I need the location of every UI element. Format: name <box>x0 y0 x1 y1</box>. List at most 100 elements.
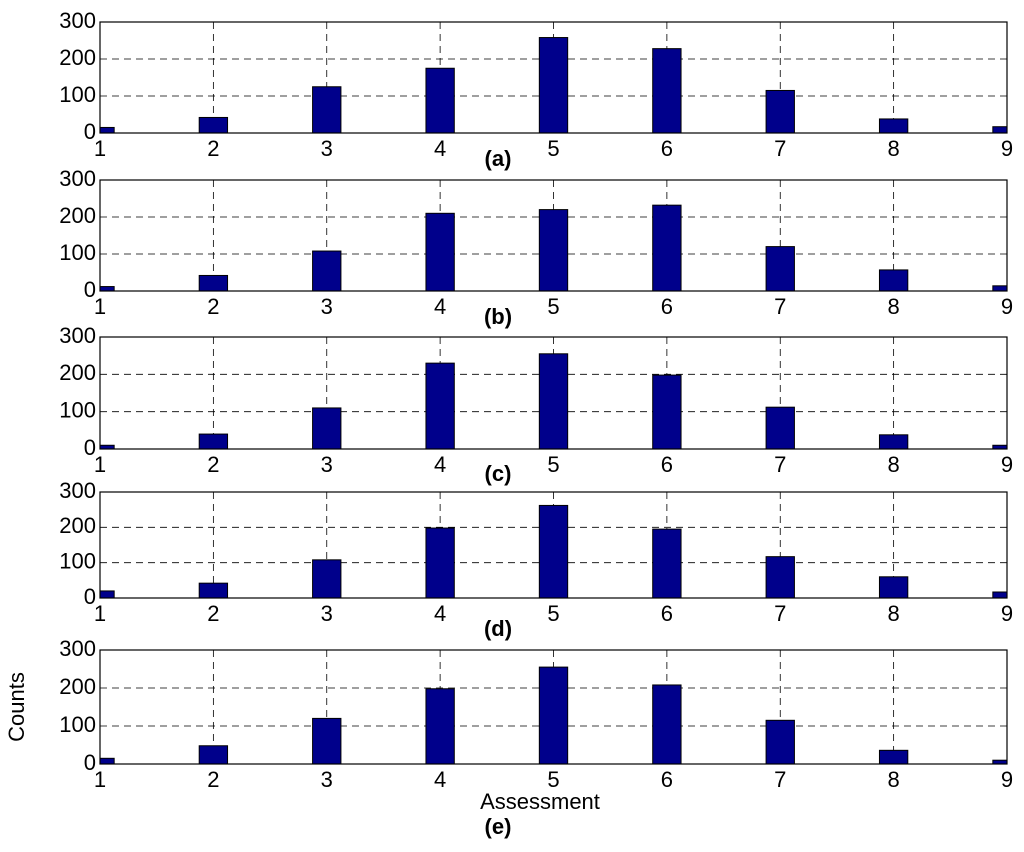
panel-label: (d) <box>484 616 512 641</box>
x-tick-label: 7 <box>774 601 786 626</box>
y-tick-label: 0 <box>84 584 96 609</box>
bar <box>652 48 682 133</box>
bar <box>765 556 795 598</box>
bar <box>312 559 342 598</box>
bar <box>878 576 909 598</box>
y-tick-label: 100 <box>59 397 96 422</box>
bar <box>538 666 569 764</box>
bar <box>100 757 115 764</box>
bar <box>538 209 569 291</box>
bar <box>312 407 342 449</box>
bar <box>765 719 795 764</box>
x-tick-label: 2 <box>207 452 219 477</box>
x-tick-label: 2 <box>207 136 219 161</box>
bar <box>878 118 909 133</box>
y-tick-label: 0 <box>84 435 96 460</box>
bar <box>425 527 455 598</box>
y-tick-label: 300 <box>59 166 96 191</box>
bar <box>198 274 229 291</box>
x-tick-label: 5 <box>547 294 559 319</box>
axes-box <box>99 21 1008 134</box>
x-tick-label: 2 <box>207 767 219 792</box>
axes-box <box>99 179 1008 292</box>
y-tick-label: 200 <box>59 203 96 228</box>
y-tick-label: 100 <box>59 240 96 265</box>
x-tick-label: 4 <box>434 294 446 319</box>
x-tick-label: 6 <box>661 294 673 319</box>
x-tick-label: 5 <box>547 136 559 161</box>
y-tick-label: 200 <box>59 674 96 699</box>
bar <box>312 250 342 291</box>
x-tick-label: 6 <box>661 136 673 161</box>
x-tick-label: 4 <box>434 136 446 161</box>
x-tick-label: 3 <box>321 452 333 477</box>
bar <box>538 353 569 449</box>
x-tick-label: 8 <box>888 136 900 161</box>
bar <box>652 684 682 764</box>
x-tick-label: 8 <box>888 767 900 792</box>
x-tick-label: 5 <box>547 452 559 477</box>
x-tick-label: 5 <box>547 767 559 792</box>
x-tick-label: 3 <box>321 767 333 792</box>
bar <box>878 269 909 291</box>
x-tick-label: 3 <box>321 294 333 319</box>
x-tick-label: 8 <box>888 294 900 319</box>
bars <box>100 353 1007 449</box>
y-tick-label: 200 <box>59 513 96 538</box>
panel-label: (b) <box>484 304 512 329</box>
bar <box>198 582 229 598</box>
bars <box>100 204 1007 291</box>
x-tick-label: 8 <box>888 452 900 477</box>
x-tick-label: 2 <box>207 294 219 319</box>
bar <box>538 504 569 598</box>
y-axis-label: Counts <box>4 672 29 742</box>
bar <box>425 362 455 449</box>
bar <box>425 212 455 291</box>
y-tick-label: 100 <box>59 82 96 107</box>
bar <box>198 116 229 133</box>
x-tick-label: 3 <box>321 136 333 161</box>
y-tick-label: 0 <box>84 119 96 144</box>
bar <box>100 126 115 133</box>
y-tick-label: 100 <box>59 712 96 737</box>
bar <box>652 204 682 291</box>
x-tick-label: 4 <box>434 452 446 477</box>
bar <box>992 285 1007 291</box>
bar <box>992 591 1007 598</box>
x-tick-label: 1 <box>94 452 106 477</box>
x-tick-label: 1 <box>94 136 106 161</box>
x-tick-label: 9 <box>1001 601 1013 626</box>
x-tick-label: 6 <box>661 452 673 477</box>
bar <box>992 444 1007 449</box>
x-tick-label: 9 <box>1001 452 1013 477</box>
axes-box <box>99 336 1008 450</box>
x-tick-label: 4 <box>434 601 446 626</box>
bars <box>100 504 1007 598</box>
x-tick-label: 8 <box>888 601 900 626</box>
bar <box>765 246 795 291</box>
bar <box>538 37 569 133</box>
y-tick-label: 300 <box>59 636 96 661</box>
panel-label: (c) <box>485 461 512 486</box>
x-tick-label: 1 <box>94 294 106 319</box>
y-tick-label: 0 <box>84 750 96 775</box>
x-tick-label: 5 <box>547 601 559 626</box>
axes-box <box>99 491 1008 599</box>
x-tick-label: 7 <box>774 767 786 792</box>
bar <box>652 528 682 598</box>
x-tick-label: 4 <box>434 767 446 792</box>
bar <box>100 590 115 598</box>
x-tick-label: 9 <box>1001 767 1013 792</box>
bar <box>878 749 909 764</box>
x-tick-label: 7 <box>774 452 786 477</box>
bar <box>425 688 455 764</box>
bar <box>992 126 1007 133</box>
bar <box>765 89 795 133</box>
bar <box>765 406 795 449</box>
bar <box>878 434 909 449</box>
x-tick-label: 3 <box>321 601 333 626</box>
bar <box>312 86 342 133</box>
x-tick-label: 7 <box>774 136 786 161</box>
bar <box>425 67 455 133</box>
y-tick-label: 200 <box>59 45 96 70</box>
